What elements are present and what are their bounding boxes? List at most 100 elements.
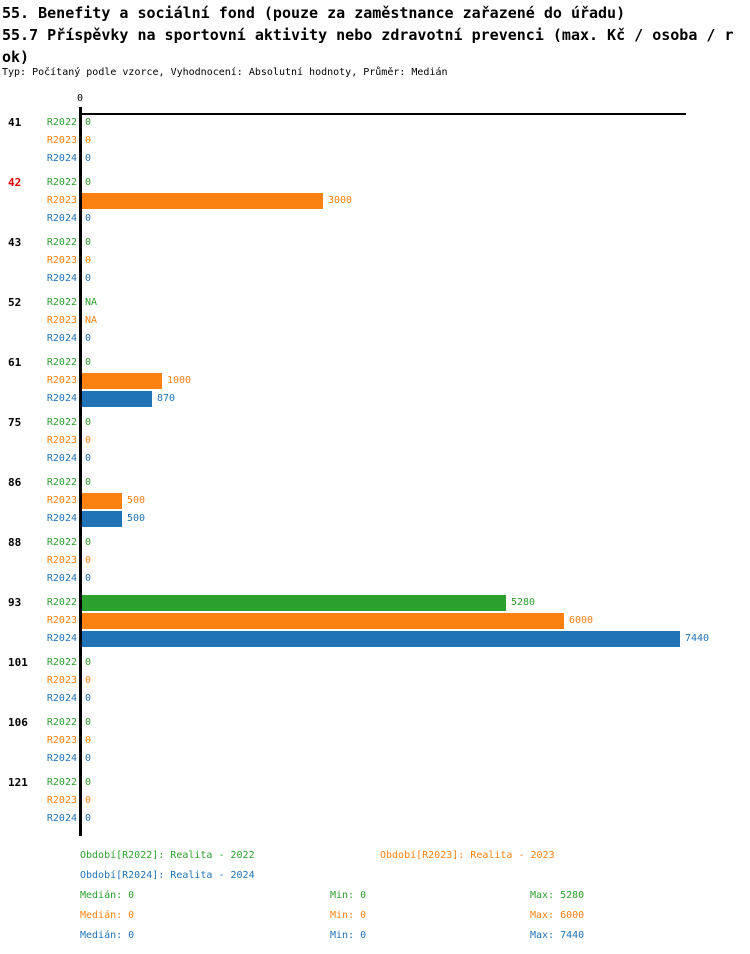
group-label: 121 (8, 776, 28, 789)
legend-item-R2023: Období[R2023]: Realita - 2023 (380, 850, 555, 861)
year-label: R2024 (46, 453, 77, 464)
year-label: R2022 (46, 117, 77, 128)
value-label: 500 (127, 495, 146, 506)
value-label: 0 (85, 717, 92, 728)
value-label: 0 (85, 795, 92, 806)
value-label: NA (85, 315, 98, 326)
year-label: R2022 (46, 357, 77, 368)
value-label: 0 (85, 735, 92, 746)
value-label: 0 (85, 477, 92, 488)
year-label: R2022 (46, 657, 77, 668)
bar (82, 613, 564, 629)
stat-min-R2023: Min: 0 (330, 910, 367, 921)
legend-item-R2022: Období[R2022]: Realita - 2022 (80, 850, 255, 861)
value-label: 0 (85, 813, 92, 824)
stat-min-R2022: Min: 0 (330, 890, 367, 901)
value-label: 0 (85, 255, 92, 266)
stat-median-R2024: Medián: 0 (80, 930, 135, 941)
value-label: 5280 (511, 597, 536, 608)
value-label: 0 (85, 135, 92, 146)
group-label: 42 (8, 176, 22, 189)
value-label: 0 (85, 153, 92, 164)
value-label: 1000 (167, 375, 192, 386)
legend-item-R2024: Období[R2024]: Realita - 2024 (80, 870, 255, 881)
x-axis-line (80, 113, 686, 115)
value-label: 0 (85, 435, 92, 446)
year-label: R2023 (46, 195, 77, 206)
year-label: R2023 (46, 255, 77, 266)
year-label: R2024 (46, 393, 77, 404)
stat-min-R2024: Min: 0 (330, 930, 367, 941)
group-label: 106 (8, 716, 28, 729)
group-label: 88 (8, 536, 22, 549)
bar (82, 373, 162, 389)
group-label: 93 (8, 596, 22, 609)
value-label: 7440 (685, 633, 710, 644)
value-label: 3000 (328, 195, 353, 206)
chart-title-line-2: 55.7 Příspěvky na sportovní aktivity neb… (2, 26, 734, 44)
bar (82, 493, 122, 509)
value-label: 500 (127, 513, 146, 524)
value-label: 0 (85, 753, 92, 764)
year-label: R2024 (46, 693, 77, 704)
value-label: 0 (85, 675, 92, 686)
stat-median-R2023: Medián: 0 (80, 910, 135, 921)
group-label: 61 (8, 356, 22, 369)
year-label: R2024 (46, 813, 77, 824)
value-label: 0 (85, 213, 92, 224)
value-label: 0 (85, 453, 92, 464)
year-label: R2023 (46, 375, 77, 386)
value-label: 0 (85, 777, 92, 788)
bar (82, 631, 680, 647)
year-label: R2023 (46, 675, 77, 686)
year-label: R2022 (46, 297, 77, 308)
year-label: R2022 (46, 717, 77, 728)
group-label: 41 (8, 116, 22, 129)
value-label: 0 (85, 117, 92, 128)
year-label: R2024 (46, 333, 77, 344)
value-label: 0 (85, 693, 92, 704)
year-label: R2024 (46, 513, 77, 524)
value-label: 0 (85, 417, 92, 428)
value-label: 0 (85, 333, 92, 344)
group-label: 52 (8, 296, 22, 309)
year-label: R2024 (46, 213, 77, 224)
year-label: R2024 (46, 633, 77, 644)
value-label: 6000 (569, 615, 594, 626)
chart-title: 55. Benefity a sociální fond (pouze za z… (2, 2, 750, 68)
value-label: 0 (85, 177, 92, 188)
bar (82, 193, 323, 209)
year-label: R2024 (46, 573, 77, 584)
year-label: R2022 (46, 177, 77, 188)
year-label: R2022 (46, 237, 77, 248)
value-label: 0 (85, 573, 92, 584)
year-label: R2024 (46, 153, 77, 164)
year-label: R2022 (46, 597, 77, 608)
group-label: 101 (8, 656, 28, 669)
year-label: R2022 (46, 477, 77, 488)
year-label: R2023 (46, 735, 77, 746)
year-label: R2022 (46, 777, 77, 788)
year-label: R2023 (46, 495, 77, 506)
value-label: 0 (85, 273, 92, 284)
stat-median-R2022: Medián: 0 (80, 890, 135, 901)
year-label: R2023 (46, 615, 77, 626)
value-label: NA (85, 297, 98, 308)
bar (82, 391, 152, 407)
value-label: 0 (85, 537, 92, 548)
chart-meta: Typ: Počítaný podle vzorce, Vyhodnocení:… (2, 67, 448, 78)
stat-max-R2024: Max: 7440 (530, 930, 585, 941)
year-label: R2023 (46, 435, 77, 446)
stat-max-R2023: Max: 6000 (530, 910, 585, 921)
stat-max-R2022: Max: 5280 (530, 890, 585, 901)
group-label: 75 (8, 416, 22, 429)
y-axis-line (79, 107, 82, 836)
bar (82, 595, 506, 611)
year-label: R2023 (46, 315, 77, 326)
year-label: R2024 (46, 753, 77, 764)
year-label: R2022 (46, 417, 77, 428)
x-axis-tick-label: 0 (76, 93, 84, 104)
value-label: 0 (85, 237, 92, 248)
bar (82, 511, 122, 527)
